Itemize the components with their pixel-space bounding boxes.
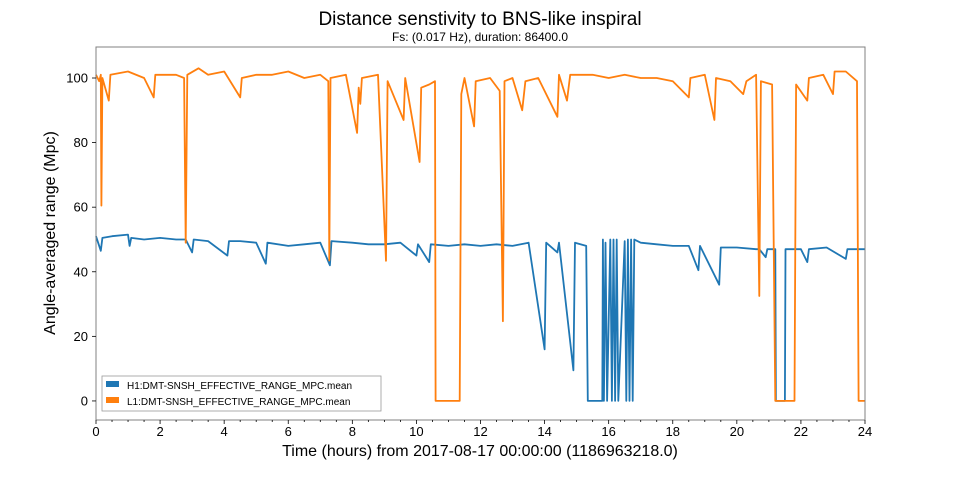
x-tick-label: 6	[285, 424, 292, 439]
series-layer	[95, 67, 865, 402]
x-tick-label: 10	[409, 424, 423, 439]
chart-subtitle: Fs: (0.017 Hz), duration: 86400.0	[392, 30, 568, 44]
x-tick-label: 14	[537, 424, 551, 439]
y-tick-label: 20	[74, 329, 88, 344]
x-tick-label: 16	[601, 424, 615, 439]
x-tick-label: 12	[473, 424, 487, 439]
y-tick-label: 60	[74, 200, 88, 215]
y-tick-label: 40	[74, 264, 88, 279]
legend-label-l1: L1:DMT-SNSH_EFFECTIVE_RANGE_MPC.mean	[127, 397, 350, 408]
plot-frame	[95, 46, 866, 421]
series-line-l1	[95, 67, 865, 402]
legend: H1:DMT-SNSH_EFFECTIVE_RANGE_MPC.mean L1:…	[101, 375, 382, 412]
y-axis: 0 20 40 60 80 100	[66, 71, 96, 408]
x-tick-label: 4	[221, 424, 228, 439]
x-tick-label: 20	[730, 424, 744, 439]
x-tick-label: 22	[794, 424, 808, 439]
chart-title: Distance senstivity to BNS-like inspiral	[318, 9, 641, 30]
y-axis-label: Angle-averaged range (Mpc)	[42, 131, 59, 335]
x-axis: 0 2 4 6 8 10 12 14 16 18 20 22 24	[92, 420, 872, 439]
x-axis-label: Time (hours) from 2017-08-17 00:00:00 (1…	[282, 443, 678, 460]
y-tick-label: 0	[81, 393, 88, 408]
y-tick-label: 80	[74, 135, 88, 150]
legend-swatch-h1	[106, 381, 119, 387]
x-tick-label: 24	[858, 424, 872, 439]
series-line-h1	[95, 233, 865, 402]
x-tick-label: 8	[349, 424, 356, 439]
x-tick-label: 18	[666, 424, 680, 439]
legend-box	[101, 375, 382, 412]
legend-label-h1: H1:DMT-SNSH_EFFECTIVE_RANGE_MPC.mean	[127, 381, 352, 392]
x-tick-label: 0	[92, 424, 99, 439]
y-tick-label: 100	[66, 71, 88, 86]
legend-swatch-l1	[106, 397, 119, 403]
x-tick-label: 2	[156, 424, 163, 439]
